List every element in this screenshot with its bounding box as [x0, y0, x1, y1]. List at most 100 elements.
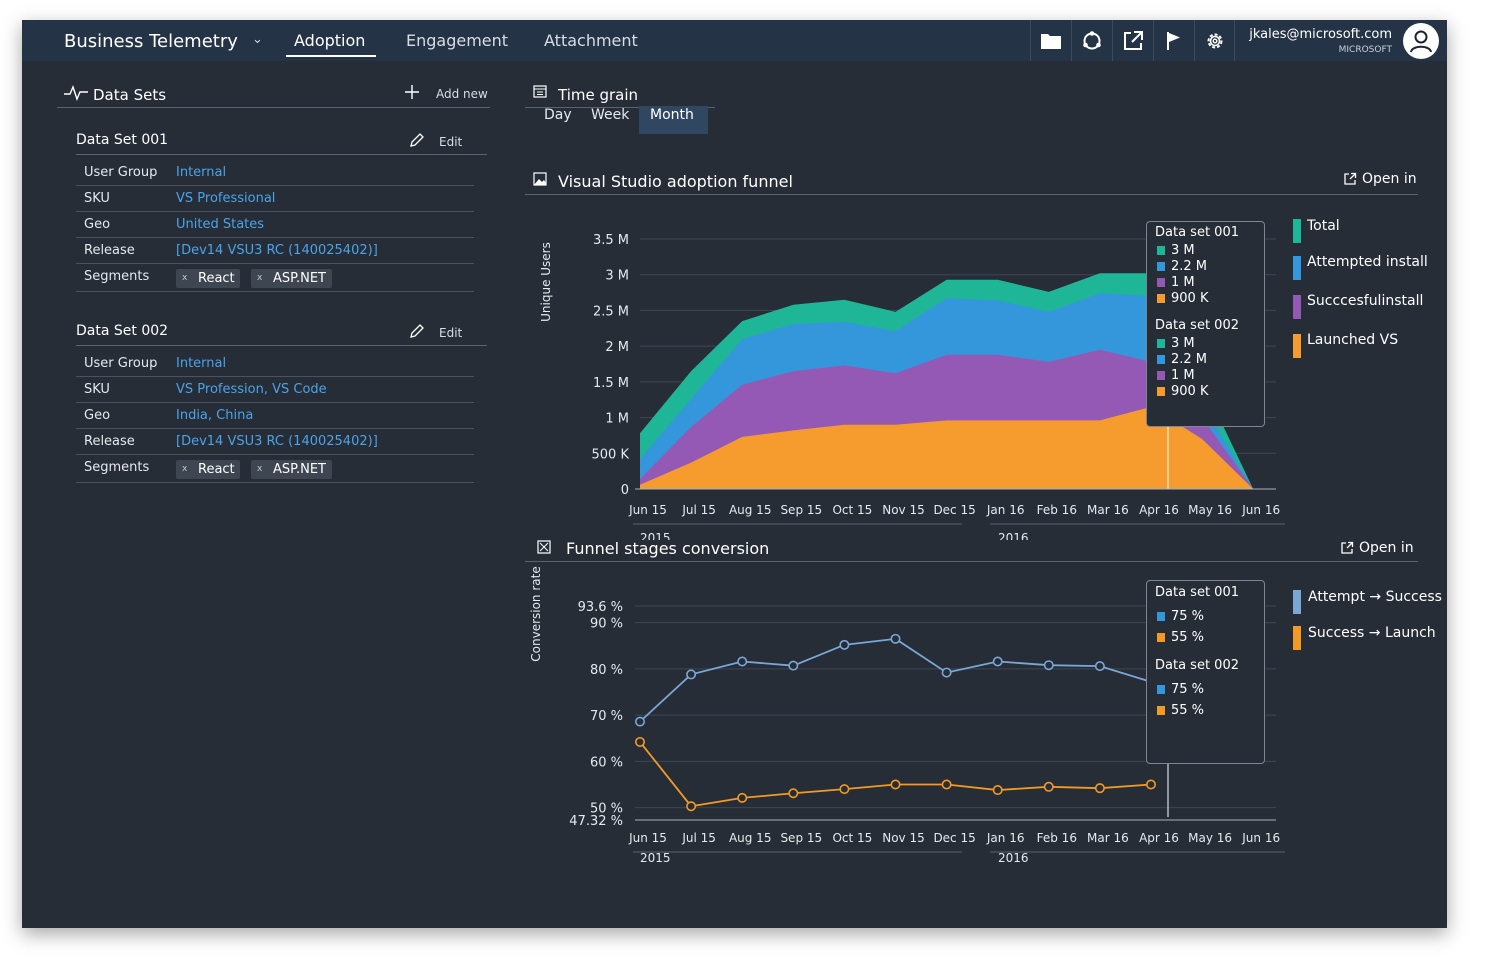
folder-button[interactable] [1030, 20, 1071, 61]
x-tick-label: Feb 16 [1037, 503, 1077, 517]
tooltip-row: 2.2 M [1155, 352, 1207, 367]
y-tick-label: 2.5 M [593, 304, 629, 319]
row-value-user-group[interactable]: Internal [176, 356, 227, 371]
y-tick-label: 0 [621, 483, 629, 498]
segment-chip-label: React [198, 462, 235, 477]
data-point [788, 660, 799, 671]
row-value-geo[interactable]: United States [176, 217, 265, 232]
data-point [839, 784, 850, 795]
chart-2-open-in-button[interactable]: Open in [1359, 540, 1414, 556]
row-divider [76, 185, 474, 186]
x-tick-label: Apr 16 [1139, 831, 1179, 845]
avatar[interactable] [1403, 23, 1439, 59]
time-grain-day[interactable]: Day [544, 107, 572, 123]
data-point [890, 633, 901, 644]
settings-button[interactable] [1194, 20, 1235, 61]
legend-attempted-install[interactable]: Attempted install [1307, 254, 1428, 270]
x-tick-label: Jun 15 [628, 503, 667, 517]
remove-chip-icon[interactable]: x [182, 464, 188, 474]
row-value-sku[interactable]: VS Professional [176, 191, 276, 206]
data-point [686, 801, 697, 812]
x-tick-label: Jul 15 [681, 503, 716, 517]
share-button[interactable] [1112, 20, 1153, 61]
gear-icon [1207, 33, 1222, 48]
tab-adoption[interactable]: Adoption [294, 31, 366, 50]
row-value-sku[interactable]: VS Profession, VS Code [176, 382, 327, 397]
folder-icon [1041, 33, 1061, 49]
x-tick-label: Jul 15 [681, 831, 716, 845]
data-point [737, 792, 748, 803]
y-tick-label: 50 % [590, 802, 623, 817]
chart-1-y-ticks: 0 500 K 1 M 1.5 M 2 M 2.5 M 3 M 3.5 M [592, 233, 630, 498]
pencil-icon[interactable] [409, 132, 425, 148]
y-tick-label: 47.32 % [569, 814, 623, 829]
x-tick-label: May 16 [1188, 831, 1232, 845]
time-grain-month[interactable]: Month [650, 107, 694, 123]
time-grain-week[interactable]: Week [591, 107, 630, 123]
tooltip-row: 1 M [1155, 368, 1195, 383]
plus-icon[interactable] [404, 84, 420, 100]
chevron-down-icon[interactable]: ⌄ [252, 32, 263, 47]
tab-engagement[interactable]: Engagement [406, 31, 509, 50]
external-link-icon [1124, 30, 1143, 50]
chart-2-divider [525, 561, 1418, 562]
segment-chip[interactable]: x ASP.NET [251, 460, 332, 479]
legend-successful-install[interactable]: Succcesfulinstall [1307, 293, 1424, 309]
tooltip-row: 3 M [1155, 336, 1195, 351]
tooltip-group-title: Data set 002 [1155, 318, 1239, 333]
chart-2-y-ticks: 47.32 %50 % 60 % 70 % 80 % 90 % 93.6 % [569, 600, 623, 829]
chart-2-title: Funnel stages conversion [566, 539, 770, 558]
row-divider [76, 291, 474, 292]
edit-dataset-1-button[interactable]: Edit [439, 135, 463, 149]
calendar-icon [533, 85, 547, 98]
chart-1-year-labels: 2015 2016 [633, 523, 1285, 540]
data-point [1043, 781, 1054, 792]
sync-icon [1083, 30, 1101, 49]
row-value-release[interactable]: [Dev14 VSU3 RC (140025402)] [176, 243, 378, 258]
data-point [890, 779, 901, 790]
flag-button[interactable] [1153, 20, 1194, 61]
add-new-button[interactable]: Add new [436, 87, 488, 101]
tooltip-row: 55 % [1155, 630, 1204, 645]
row-value-geo[interactable]: India, China [176, 408, 254, 423]
edit-dataset-2-button[interactable]: Edit [439, 326, 463, 340]
data-point [635, 716, 646, 727]
remove-chip-icon[interactable]: x [257, 273, 263, 283]
app-window: Business Telemetry ⌄ Adoption Engagement… [22, 20, 1447, 928]
legend-total[interactable]: Total [1307, 218, 1340, 234]
chart-1-open-in-button[interactable]: Open in [1362, 171, 1417, 187]
open-in-icon[interactable] [1340, 541, 1354, 555]
open-in-icon[interactable] [1343, 172, 1357, 186]
x-tick-label: Oct 15 [832, 831, 872, 845]
area-launched-vs [640, 406, 1254, 489]
row-value-user-group[interactable]: Internal [176, 165, 227, 180]
image-icon [533, 172, 547, 186]
segment-chip[interactable]: x React [176, 269, 240, 288]
segment-chip[interactable]: x React [176, 460, 240, 479]
legend-launched-vs[interactable]: Launched VS [1307, 332, 1399, 348]
x-tick-label: Mar 16 [1087, 831, 1129, 845]
row-value-release[interactable]: [Dev14 VSU3 RC (140025402)] [176, 434, 378, 449]
datasets-divider [57, 107, 490, 108]
legend-swatch-launched [1293, 334, 1301, 358]
pencil-icon[interactable] [409, 323, 425, 339]
chart-1-divider [525, 194, 1418, 195]
tab-attachment[interactable]: Attachment [544, 31, 638, 50]
row-divider [76, 263, 474, 264]
legend-swatch-success-launch [1293, 626, 1301, 650]
y-tick-label: 1 M [605, 412, 629, 427]
chart-1-x-ticks: Jun 15 Jul 15 Aug 15 Sep 15 Oct 15 Nov 15 Dec … [628, 503, 1280, 517]
remove-chip-icon[interactable]: x [182, 273, 188, 283]
remove-chip-icon[interactable]: x [257, 464, 263, 474]
data-point [941, 779, 952, 790]
segment-chip-label: ASP.NET [273, 462, 326, 477]
sync-button[interactable] [1071, 20, 1112, 61]
row-label-release: Release [84, 434, 135, 449]
tooltip-row: 2.2 M [1155, 259, 1207, 274]
user-icon [1410, 30, 1432, 53]
legend-success-launch[interactable]: Success → Launch [1308, 625, 1436, 641]
chart-1-ylabel: Unique Users [539, 242, 553, 322]
legend-attempt-success[interactable]: Attempt → Success [1308, 589, 1442, 605]
segment-chip[interactable]: x ASP.NET [251, 269, 332, 288]
dataset-2-title: Data Set 002 [76, 323, 169, 339]
